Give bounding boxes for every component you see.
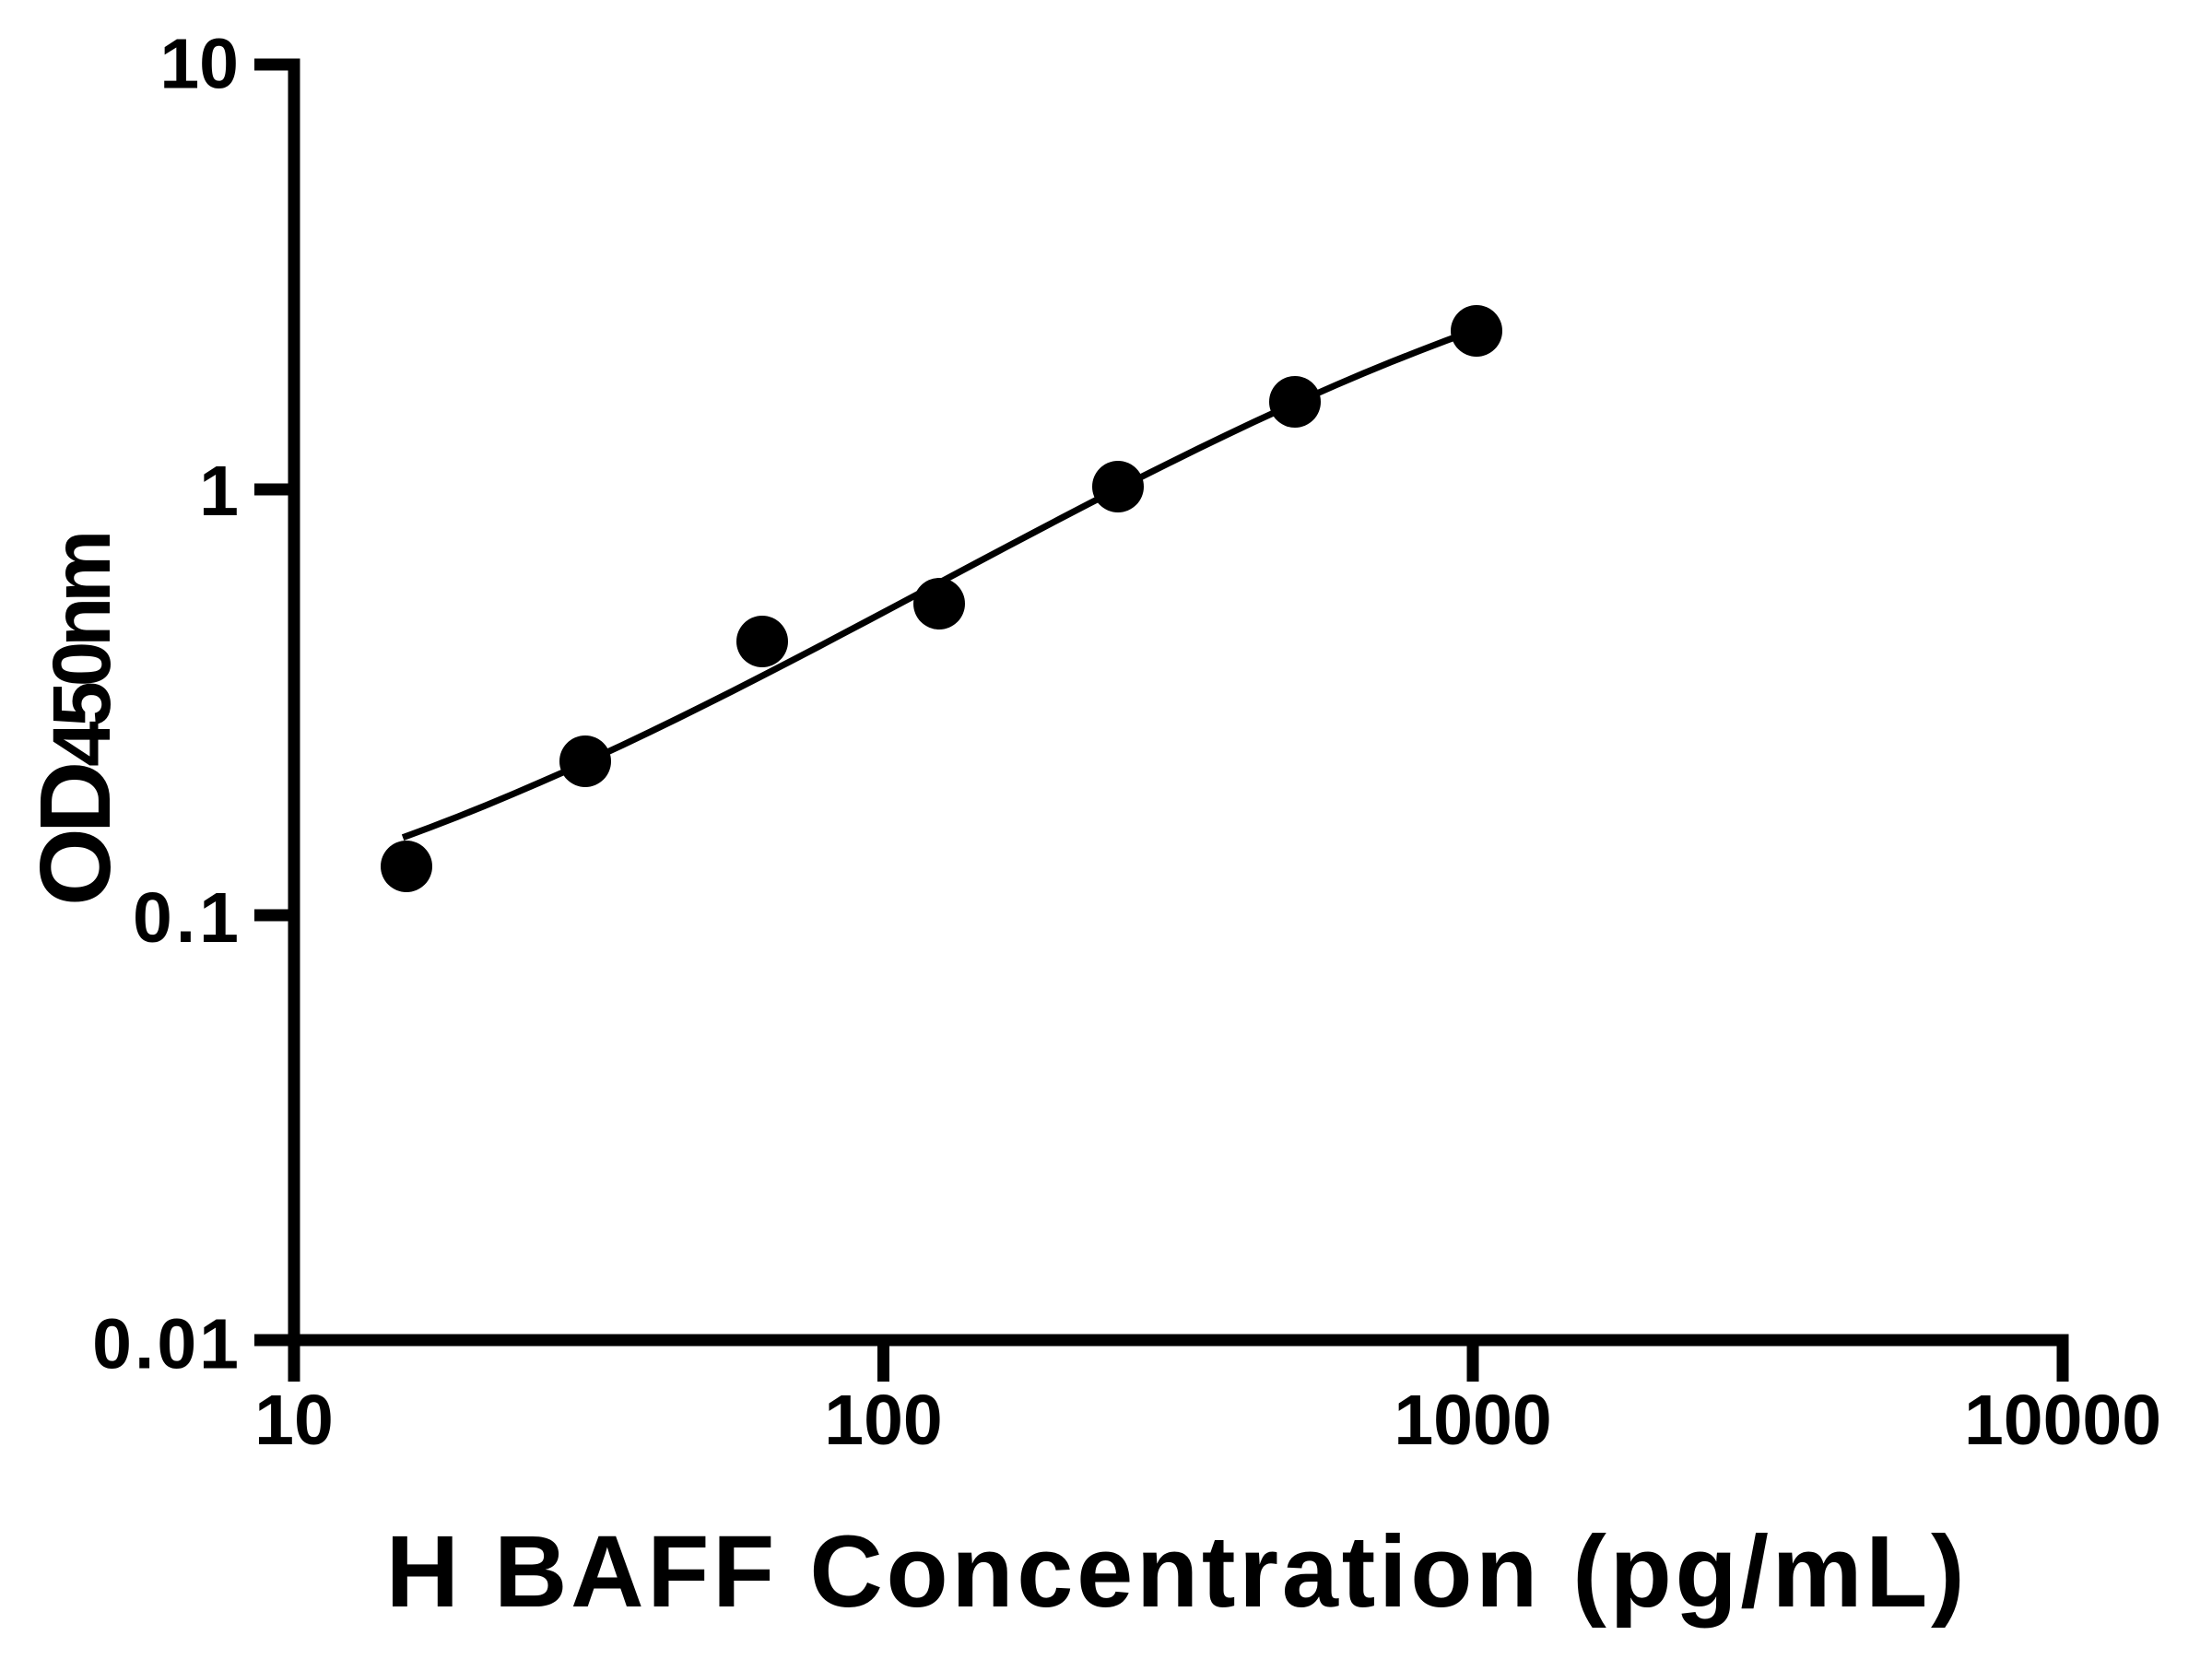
- svg-text:100: 100: [824, 1381, 942, 1460]
- svg-text:10: 10: [159, 25, 239, 104]
- svg-text:H BAFF Concentration (pg/mL): H BAFF Concentration (pg/mL): [386, 1515, 1969, 1629]
- svg-text:1000: 1000: [1394, 1381, 1551, 1460]
- svg-text:0.1: 0.1: [133, 878, 242, 958]
- svg-text:1: 1: [199, 452, 239, 531]
- svg-text:OD450nm: OD450nm: [19, 535, 132, 906]
- svg-text:10000: 10000: [1964, 1381, 2161, 1460]
- svg-text:0.01: 0.01: [92, 1305, 241, 1384]
- svg-text:10: 10: [254, 1381, 334, 1460]
